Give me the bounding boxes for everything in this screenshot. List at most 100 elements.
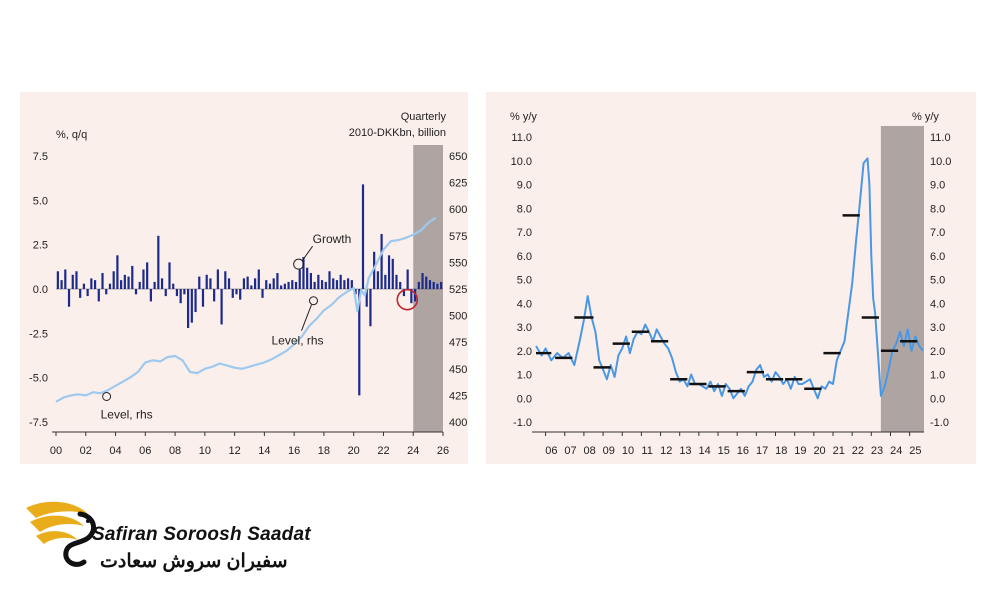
growth-bar [201,289,205,307]
x-tick-label: 09 [603,445,615,457]
growth-bar [75,271,78,289]
growth-bar [112,271,115,289]
growth-bar [425,276,428,289]
growth-bar [365,289,368,307]
left-y-tick-label: 11.0 [511,132,532,144]
left-y-tick-label: 3.0 [517,322,532,334]
growth-bar [123,274,126,289]
level-label: Level, rhs [272,334,324,348]
growth-bar [231,289,234,298]
x-tick-label: 19 [794,445,806,457]
right-y-tick-label: 5.0 [930,275,945,287]
right-y-tick-label: 2.0 [930,346,945,358]
growth-bar [302,257,305,289]
growth-bar [160,278,164,289]
growth-bar [105,289,108,295]
left-y-tick-label: -7.5 [29,417,48,429]
growth-bar [213,289,216,302]
x-tick-label: 04 [109,445,121,457]
left-y-tick-label: 0.0 [517,393,532,405]
right-y-tick-label: 425 [449,390,467,402]
x-tick-label: 00 [50,445,62,457]
growth-bar [56,271,59,289]
x-tick-label: 22 [377,445,389,457]
growth-bar [306,267,309,289]
right-y-tick-label: 575 [449,231,467,243]
growth-bar [320,280,324,289]
x-tick-label: 26 [437,445,449,457]
growth-bar [120,280,123,289]
growth-bar [82,283,86,289]
x-tick-label: 17 [756,445,768,457]
growth-bar [246,276,249,289]
growth-bar [172,283,175,289]
growth-bar [101,273,104,289]
x-tick-label: 16 [737,445,749,457]
highlight-circle [396,288,419,311]
growth-bar [220,289,223,325]
growth-bar [86,289,89,297]
level-label: Level, rhs [101,407,153,421]
growth-bar [164,289,167,297]
growth-bar [313,281,316,289]
growth-bar [116,255,119,289]
growth-bar [142,269,145,289]
growth-bar [108,283,112,289]
x-tick-label: 08 [584,445,596,457]
forecast-shading [880,126,924,432]
x-tick-label: 10 [199,445,211,457]
growth-bar [410,289,413,304]
inflation-line [535,157,924,400]
x-tick-label: 12 [660,445,672,457]
left-y-tick-label: 5.0 [517,275,532,287]
growth-bar [298,269,301,289]
growth-bar [395,274,398,289]
right-y-tick-label: 10.0 [930,156,951,168]
growth-bar [138,281,141,289]
x-tick-label: 10 [622,445,634,457]
x-tick-label: 14 [258,445,270,457]
growth-bar [369,289,372,327]
growth-bar [309,273,312,289]
growth-bar [417,281,420,289]
x-tick-label: 16 [288,445,300,457]
growth-bar [227,278,231,289]
right-unit-label-line2: 2010-DKKbn, billion [349,127,446,139]
growth-bar [428,280,432,289]
left-y-tick-label: -5.0 [29,373,48,385]
right-y-tick-label: 6.0 [930,251,945,263]
x-tick-label: 06 [545,445,557,457]
growth-bar [354,289,357,295]
growth-bar [157,235,160,289]
growth-bar [194,289,197,313]
growth-bar [283,283,286,289]
growth-bar [149,289,152,302]
growth-bar [358,289,361,396]
right-y-tick-label: 4.0 [930,298,945,310]
right-y-tick-label: 450 [449,364,467,376]
growth-bar [440,281,443,289]
growth-bar [272,278,275,289]
right-y-tick-label: 650 [449,151,467,163]
growth-bar [406,269,409,289]
growth-bar [67,289,71,307]
growth-bar [380,234,383,289]
level-line [55,216,437,403]
growth-bar [71,274,74,289]
growth-bar [253,278,257,289]
growth-bar [384,274,387,289]
growth-bar [250,285,253,289]
left-y-tick-label: 4.0 [517,298,532,310]
x-tick-label: 25 [909,445,921,457]
right-y-tick-label: 0.0 [930,393,945,405]
x-tick-label: 11 [641,445,652,457]
right-y-tick-label: 600 [449,204,467,216]
growth-bar [399,281,402,289]
growth-bar [198,276,201,289]
left-y-tick-label: 6.0 [517,251,532,263]
right-y-tick-label: 400 [449,417,467,429]
x-tick-label: 14 [698,445,710,457]
x-tick-label: 20 [348,445,360,457]
x-tick-label: 08 [169,445,181,457]
right-y-tick-label: 7.0 [930,227,945,239]
